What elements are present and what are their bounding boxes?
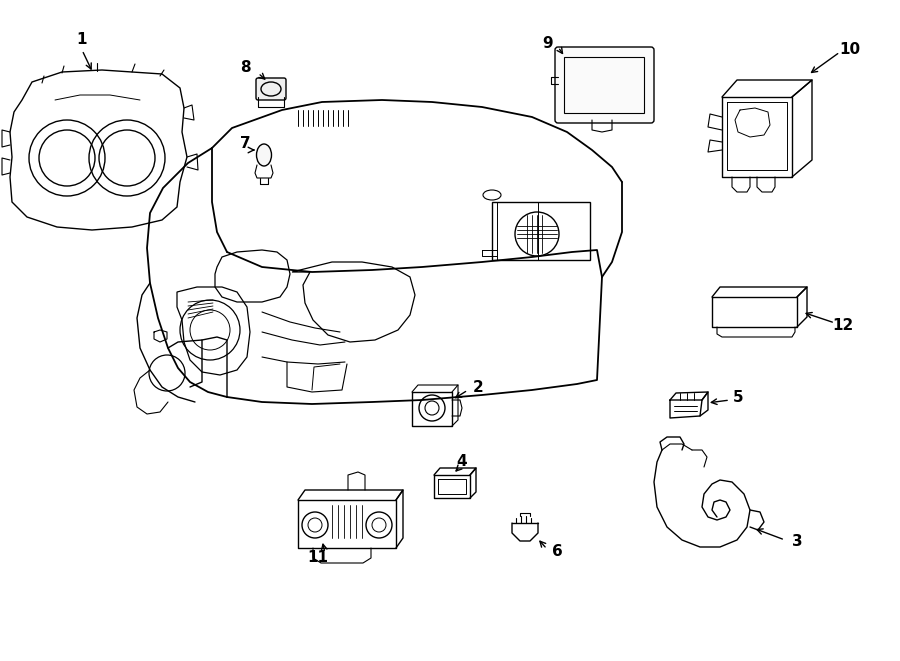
Text: 6: 6: [552, 545, 562, 559]
Ellipse shape: [256, 144, 272, 166]
Text: 1: 1: [76, 32, 87, 48]
Text: 10: 10: [840, 42, 860, 58]
Text: 5: 5: [733, 391, 743, 405]
Text: 8: 8: [239, 61, 250, 75]
FancyBboxPatch shape: [555, 47, 654, 123]
Text: 11: 11: [308, 551, 328, 566]
Bar: [564, 57, 644, 113]
Text: 4: 4: [456, 455, 467, 469]
Text: 12: 12: [832, 317, 853, 332]
Bar: [492, 202, 590, 260]
Text: 9: 9: [543, 36, 553, 52]
FancyBboxPatch shape: [256, 78, 286, 100]
Text: 2: 2: [472, 379, 483, 395]
Text: 7: 7: [239, 136, 250, 151]
Text: 3: 3: [792, 535, 802, 549]
